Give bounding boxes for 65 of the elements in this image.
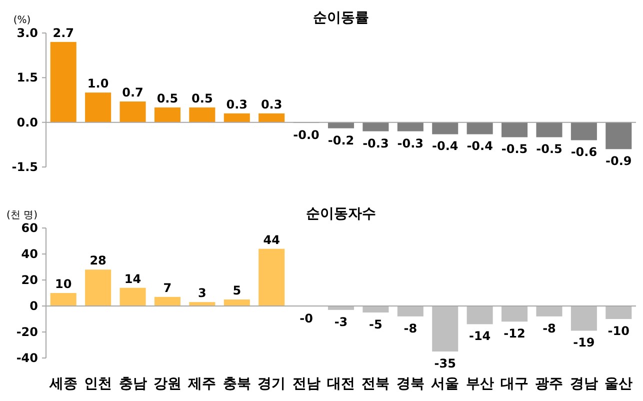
data-label: -19 bbox=[573, 336, 595, 350]
data-label: 2.7 bbox=[52, 26, 74, 40]
data-label: 1.0 bbox=[87, 76, 109, 91]
data-label: -0 bbox=[300, 311, 313, 326]
x-tick-label: 제주 bbox=[187, 376, 216, 392]
data-label: -0.5 bbox=[501, 142, 528, 156]
x-tick-label: 울산 bbox=[604, 376, 633, 392]
data-label: -0.4 bbox=[466, 139, 493, 154]
y-axis-title: (%) bbox=[13, 15, 31, 26]
data-label: 0.5 bbox=[192, 91, 213, 106]
data-label: 7 bbox=[163, 280, 172, 295]
data-label: 0.3 bbox=[226, 97, 248, 112]
y-tick-label: 0 bbox=[30, 299, 38, 313]
data-label: 28 bbox=[90, 254, 106, 268]
data-label: -8 bbox=[542, 321, 556, 336]
data-label: -0.2 bbox=[328, 133, 354, 148]
data-label: -0.6 bbox=[570, 145, 598, 160]
x-tick-label: 대구 bbox=[500, 376, 529, 392]
x-tick-label: 전남 bbox=[292, 376, 320, 392]
data-label: -35 bbox=[434, 356, 456, 370]
chart-title: 순이동자수 bbox=[306, 206, 376, 222]
data-label: -0.0 bbox=[293, 128, 320, 142]
x-tick-label: 충남 bbox=[118, 376, 147, 392]
x-tick-label: 부산 bbox=[466, 376, 494, 392]
y-tick-label: -40 bbox=[16, 351, 38, 365]
data-label: -0.9 bbox=[606, 154, 632, 168]
y-tick-label: 60 bbox=[21, 221, 38, 235]
y-tick-label: 3.0 bbox=[16, 26, 38, 40]
x-tick-label: 경기 bbox=[258, 376, 286, 392]
y-axis-title: (천 명) bbox=[6, 210, 38, 221]
data-label: 5 bbox=[232, 284, 242, 298]
x-tick-label: 서울 bbox=[431, 376, 460, 392]
data-label: 10 bbox=[55, 277, 72, 291]
data-label: -5 bbox=[369, 318, 382, 332]
data-label: -0.3 bbox=[397, 136, 424, 150]
x-tick-label: 전북 bbox=[362, 376, 390, 392]
x-tick-label: 강원 bbox=[153, 376, 182, 392]
x-tick-label: 충북 bbox=[222, 376, 251, 392]
data-label: -0.3 bbox=[362, 136, 389, 150]
data-label: 0.3 bbox=[260, 97, 282, 112]
data-label: 0.5 bbox=[156, 91, 178, 106]
x-tick-label: 대전 bbox=[327, 376, 355, 392]
x-tick-label: 인천 bbox=[84, 376, 112, 392]
x-tick-label: 경남 bbox=[570, 376, 598, 392]
data-label: -12 bbox=[504, 326, 526, 341]
x-tick-label: 광주 bbox=[535, 376, 564, 392]
data-label: 0.7 bbox=[122, 85, 144, 100]
chart-title: 순이동률 bbox=[313, 10, 369, 26]
y-tick-label: 0.0 bbox=[16, 115, 38, 130]
data-label: -0.4 bbox=[432, 139, 458, 154]
data-label: -8 bbox=[404, 321, 418, 336]
data-label: -10 bbox=[608, 324, 630, 338]
y-tick-label: -20 bbox=[16, 325, 38, 339]
x-tick-label: 경북 bbox=[396, 376, 424, 392]
x-tick-label: 세종 bbox=[48, 376, 78, 392]
data-label: 14 bbox=[124, 272, 142, 286]
y-tick-label: 40 bbox=[21, 247, 38, 261]
data-label: 3 bbox=[198, 286, 206, 300]
data-label: -3 bbox=[334, 314, 348, 329]
y-tick-label: 1.5 bbox=[16, 70, 38, 85]
data-label: -14 bbox=[468, 329, 491, 344]
data-label: -0.5 bbox=[536, 142, 562, 156]
data-label: 44 bbox=[263, 232, 280, 247]
y-tick-label: -1.5 bbox=[12, 160, 38, 174]
y-tick-label: 20 bbox=[21, 273, 38, 287]
